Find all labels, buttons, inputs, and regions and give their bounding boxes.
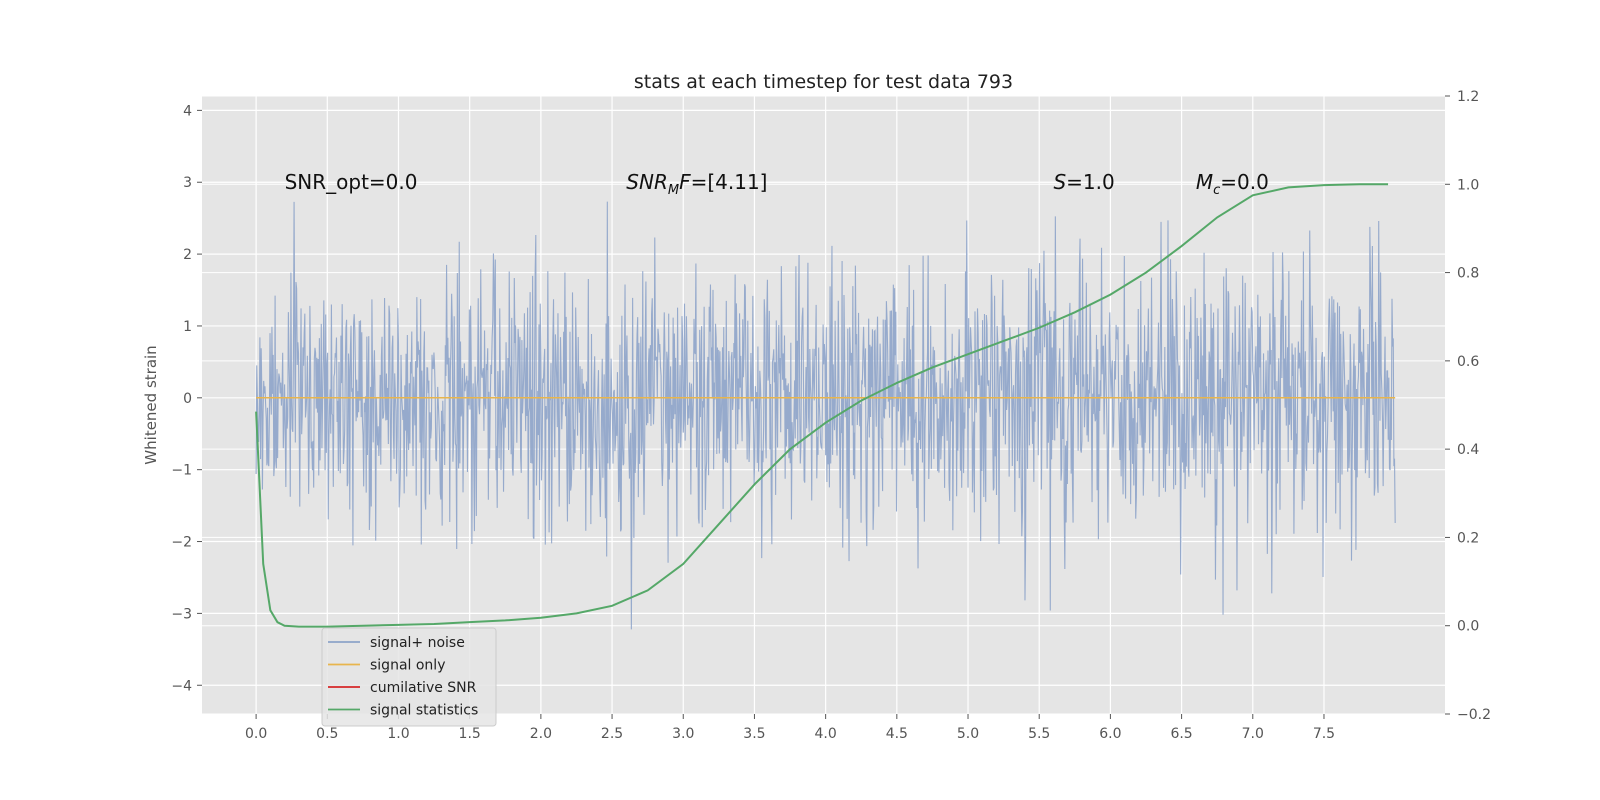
y-tick-label: −2 [171, 535, 192, 551]
x-tick-label: 4.5 [886, 726, 908, 742]
y-tick-label: 3 [183, 175, 192, 191]
signal-noise-line [255, 201, 1396, 630]
x-tick-label: 1.0 [387, 726, 409, 742]
x-tick-label: 5.5 [1028, 726, 1050, 742]
legend-label-signal-only: signal only [370, 658, 445, 674]
y2-axis-ticks: 1.2 1.0 0.8 0.6 0.4 0.2 0.0 −0.2 [1445, 89, 1491, 723]
x-tick-label: 0.0 [245, 726, 267, 742]
x-tick-label: 2.0 [530, 726, 552, 742]
annotation-1: SNRMF=[4.11] [626, 170, 767, 198]
y2-tick-label: 1.0 [1457, 177, 1479, 193]
y2-tick-label: 0.4 [1457, 442, 1479, 458]
y2-tick-label: 0.2 [1457, 530, 1479, 546]
x-tick-label: 4.0 [815, 726, 837, 742]
x-tick-label: 7.5 [1313, 726, 1335, 742]
y2-tick-label: 0.6 [1457, 354, 1479, 370]
y2-tick-label: 1.2 [1457, 89, 1479, 105]
y2-tick-label: −0.2 [1457, 707, 1491, 723]
y-tick-label: 4 [183, 103, 192, 119]
legend-box [321, 627, 497, 727]
x-tick-label: 6.0 [1099, 726, 1121, 742]
x-tick-label: 3.0 [672, 726, 694, 742]
chart-title: stats at each timestep for test data 793 [634, 71, 1013, 93]
legend-label-signal-statistics: signal statistics [370, 703, 478, 719]
y-tick-label: −3 [171, 606, 192, 622]
y2-tick-label: 0.8 [1457, 266, 1479, 282]
legend: signal+ noise signal only cumilative SNR si… [321, 627, 497, 727]
legend-label-cumilative-snr: cumilative SNR [370, 680, 477, 696]
signal-noise-series [255, 201, 1396, 630]
x-tick-label: 1.5 [459, 726, 481, 742]
y2-tick-label: 0.0 [1457, 619, 1479, 635]
x-tick-label: 3.5 [743, 726, 765, 742]
annotation-2: S=1.0 [1053, 170, 1114, 194]
x-tick-label: 6.5 [1170, 726, 1192, 742]
x-tick-label: 5.0 [957, 726, 979, 742]
x-axis-ticks: 0.0 0.5 1.0 1.5 2.0 2.5 3.0 3.5 4.0 4.5 5.0 5.5 6.0 6… [245, 714, 1335, 742]
x-tick-label: 7.0 [1242, 726, 1264, 742]
annotations: SNR_opt=0.0 SNRMF=[4.11] S=1.0 Mc=0.0 [285, 170, 1269, 198]
annotation-3: Mc=0.0 [1196, 170, 1269, 198]
y-tick-label: 2 [183, 247, 192, 263]
y-axis-label: Whitened strain [142, 345, 160, 464]
line-series-layer [255, 183, 1396, 628]
y-tick-label: 0 [183, 391, 192, 407]
legend-label-signal-noise: signal+ noise [370, 635, 465, 651]
y-tick-label: −4 [171, 678, 192, 694]
y-tick-label: 1 [183, 319, 192, 335]
signal-statistics-line [255, 183, 1389, 628]
y-axis-ticks: 4 3 2 1 0 −1 −2 −3 −4 [171, 103, 202, 694]
annotation-0: SNR_opt=0.0 [285, 170, 418, 194]
x-tick-label: 0.5 [316, 726, 338, 742]
x-tick-label: 2.5 [601, 726, 623, 742]
y-tick-label: −1 [171, 463, 192, 479]
